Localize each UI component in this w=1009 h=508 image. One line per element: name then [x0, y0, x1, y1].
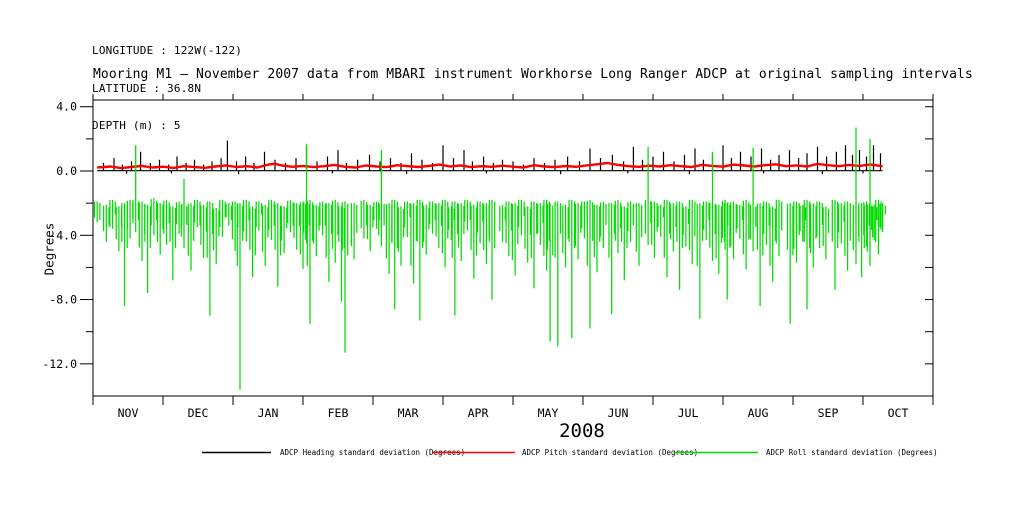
- x-axis-month-label: MAR: [398, 406, 419, 420]
- station-info-block: LONGITUDE : 122W(-122) LATITUDE : 36.8N …: [92, 20, 242, 145]
- x-axis-month-label: MAY: [538, 406, 559, 420]
- chart-title: Mooring M1 – November 2007 data from MBA…: [93, 67, 973, 82]
- longitude-label: LONGITUDE : 122W(-122): [92, 44, 243, 57]
- x-axis-month-label: JUN: [608, 406, 629, 420]
- x-axis-month-label: JAN: [258, 406, 279, 420]
- y-axis-tick-label: -12.0: [42, 357, 77, 371]
- legend-label-roll: ADCP Roll standard deviation (Degrees): [766, 448, 938, 457]
- x-axis-month-label: DEC: [188, 406, 209, 420]
- depth-label: DEPTH (m) : 5: [92, 119, 181, 132]
- y-axis-tick-label: 0.0: [56, 164, 77, 178]
- x-axis-month-label: APR: [468, 406, 489, 420]
- latitude-label: LATITUDE : 36.8N: [92, 81, 202, 95]
- x-axis-year-label: 2008: [559, 420, 605, 442]
- y-axis-tick-label: -4.0: [49, 228, 77, 242]
- series-heading: [97, 140, 883, 175]
- x-axis-month-label: SEP: [818, 406, 839, 420]
- series-roll: [93, 127, 886, 390]
- x-axis-month-label: JUL: [678, 406, 699, 420]
- series-pitch: [97, 161, 883, 170]
- y-axis-tick-label: 4.0: [56, 100, 77, 114]
- y-axis-tick-label: -8.0: [49, 293, 77, 307]
- x-axis-month-label: AUG: [748, 406, 769, 420]
- x-axis-month-label: OCT: [888, 406, 909, 420]
- x-axis-month-label: NOV: [118, 406, 139, 420]
- x-axis-month-label: FEB: [328, 406, 349, 420]
